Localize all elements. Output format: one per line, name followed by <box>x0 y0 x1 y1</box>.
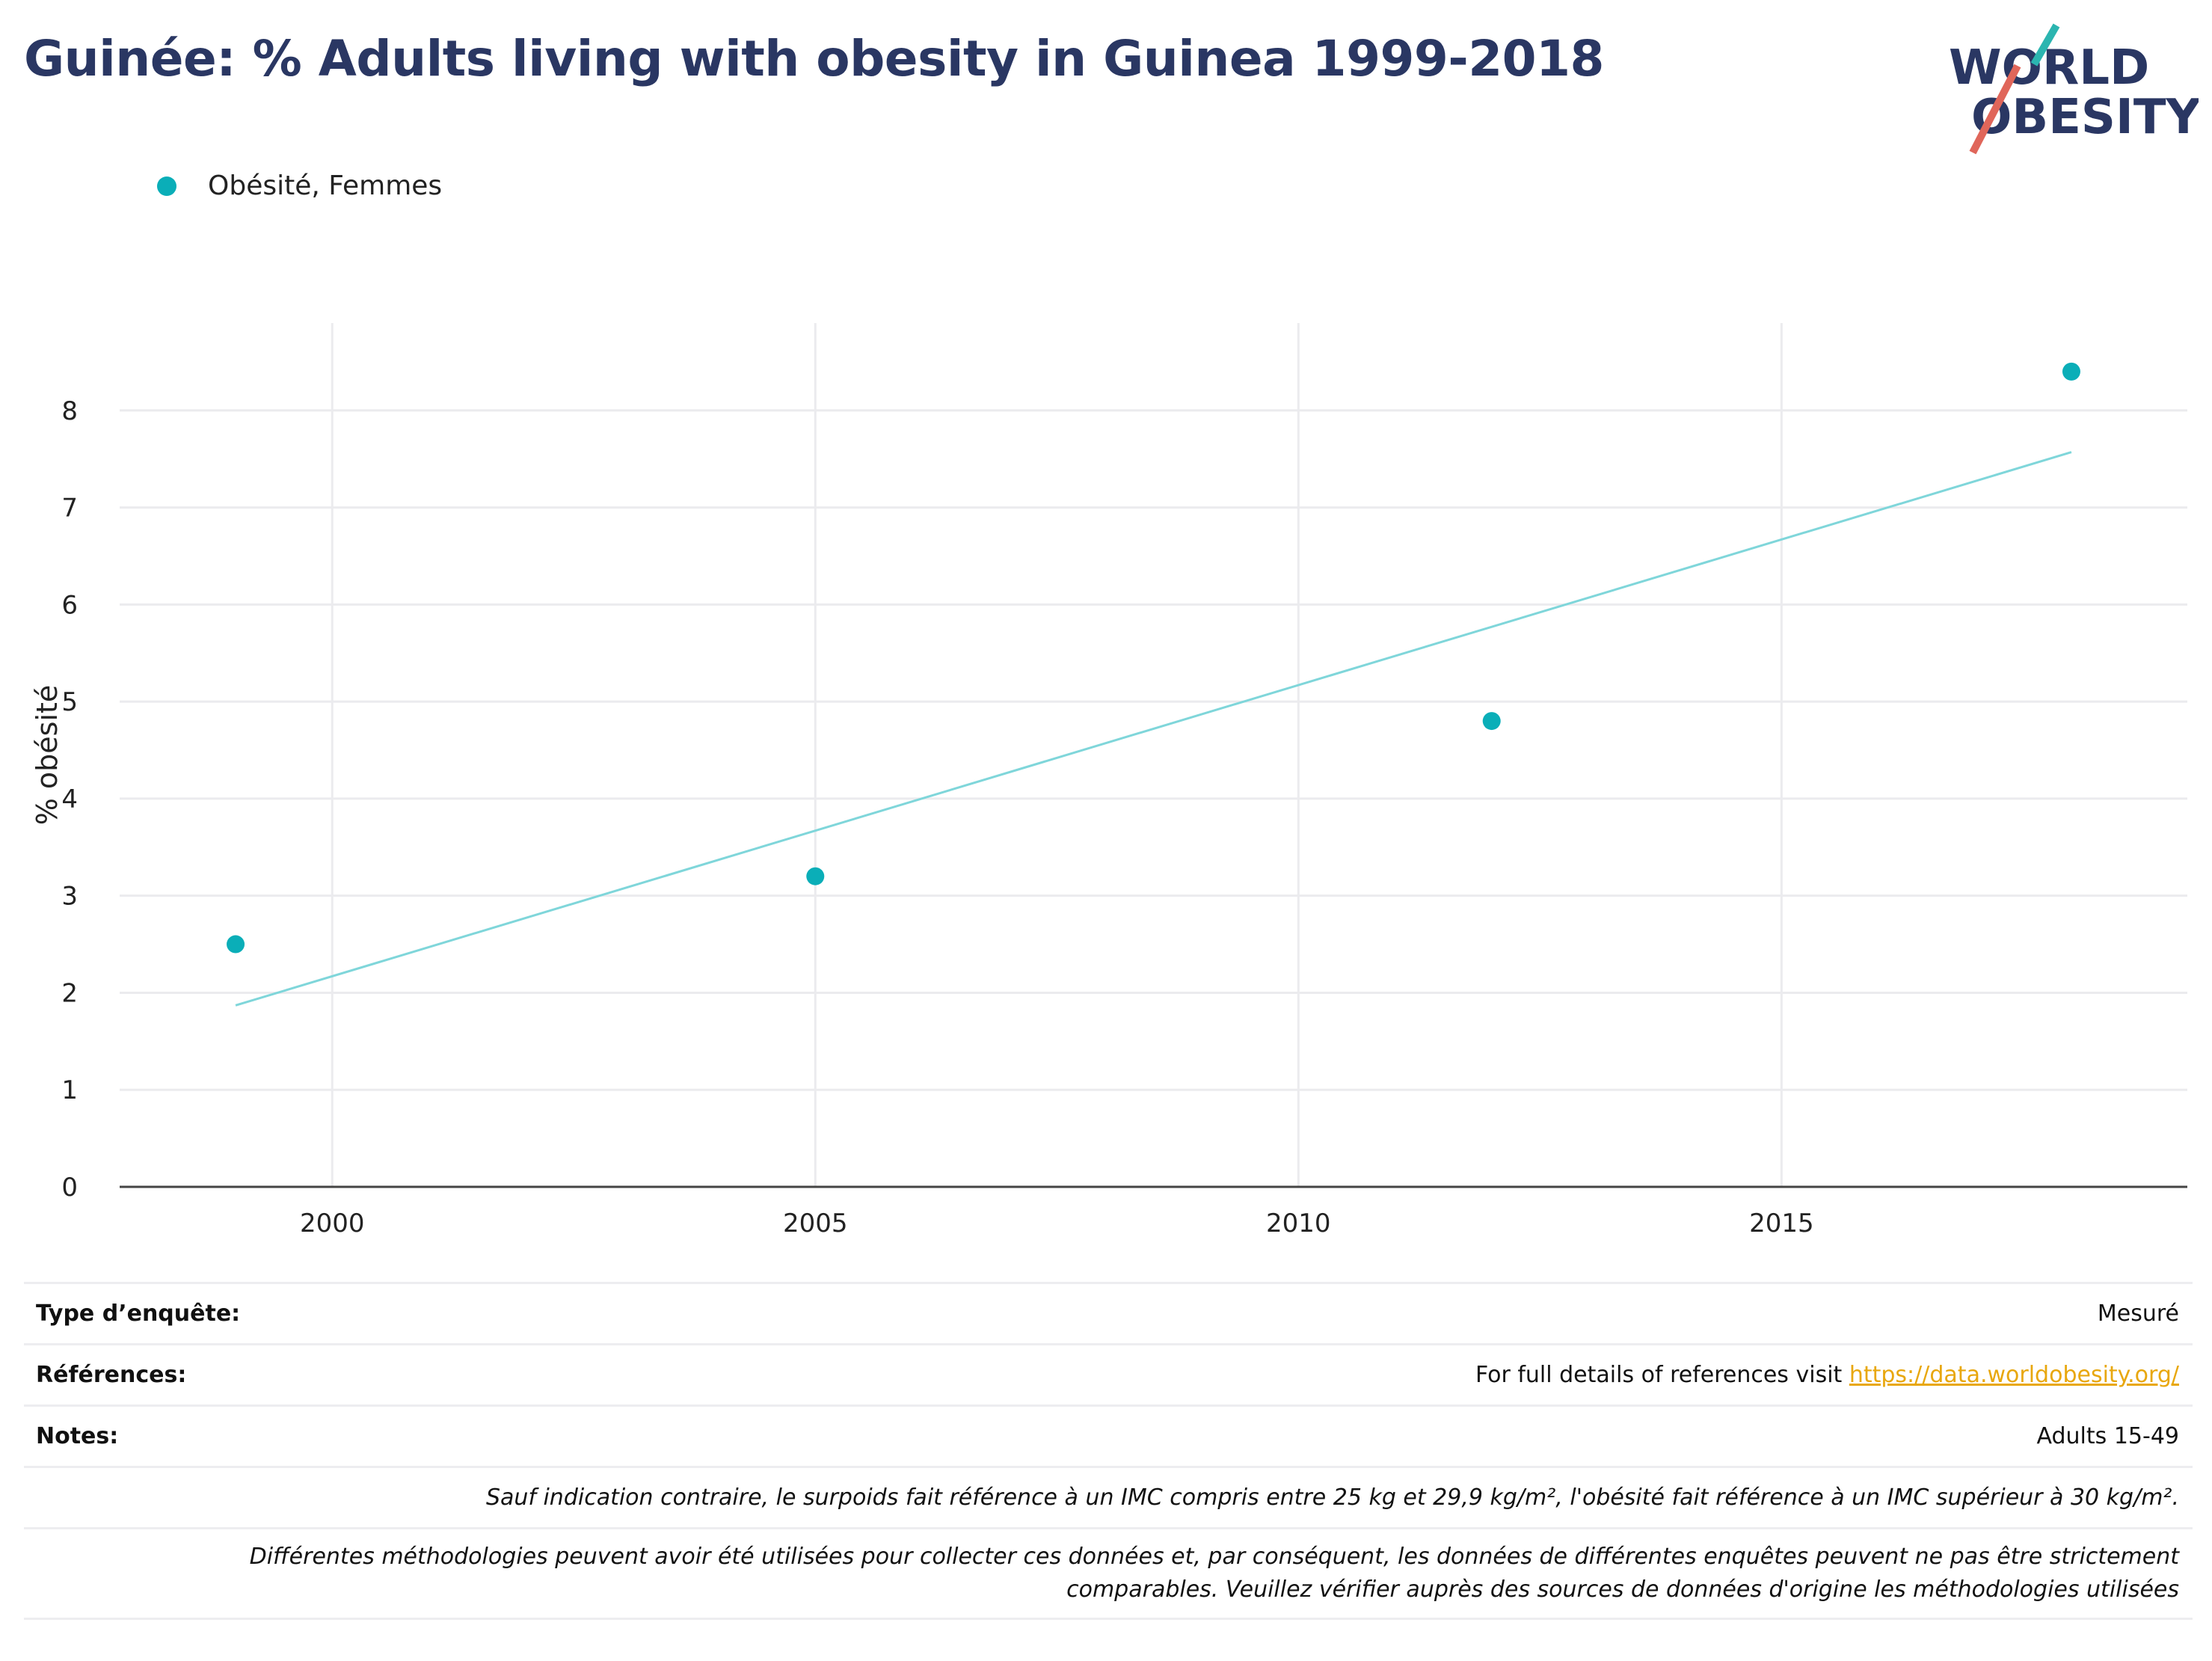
data-point <box>1482 712 1501 731</box>
logo-word-world: WORLD <box>1949 40 2149 96</box>
survey-type-label: Type d’enquête: <box>36 1301 241 1327</box>
y-tick-label: 5 <box>61 687 78 717</box>
logo-teal-slash <box>2030 23 2060 67</box>
logo-red-slash <box>1969 64 2021 155</box>
references-row: Références: For full details of referenc… <box>24 1343 2193 1404</box>
survey-type-value: Mesuré <box>2097 1301 2179 1327</box>
y-tick-label: 1 <box>61 1075 78 1105</box>
references-text: For full details of references visit <box>1475 1362 1849 1388</box>
x-tick-label: 2010 <box>1266 1209 1331 1238</box>
y-tick-label: 0 <box>61 1173 78 1203</box>
notes-row: Notes: Adults 15-49 <box>24 1404 2193 1466</box>
page-title: Guinée: % Adults living with obesity in … <box>24 30 1604 87</box>
note-methods-line2: comparables. Veuillez vérifier auprès de… <box>1066 1576 2179 1603</box>
y-tick-label: 6 <box>61 590 78 620</box>
y-tick-label: 7 <box>61 494 78 524</box>
notes-value: Adults 15-49 <box>2036 1423 2180 1449</box>
y-tick-label: 3 <box>61 882 78 912</box>
x-tick-label: 2000 <box>300 1209 365 1238</box>
chart-footer: Type d’enquête: Mesuré Références: For f… <box>24 1282 2193 1620</box>
note-methods-line1: Différentes méthodologies peuvent avoir … <box>249 1544 2179 1570</box>
y-tick-label: 2 <box>61 978 78 1008</box>
references-link[interactable]: https://data.worldobesity.org/ <box>1849 1362 2179 1388</box>
y-tick-label: 4 <box>61 785 78 814</box>
legend[interactable]: Obésité, Femmes <box>157 171 442 201</box>
note-methods: Différentes méthodologies peuvent avoir … <box>24 1541 2193 1606</box>
survey-type-row: Type d’enquête: Mesuré <box>24 1282 2193 1343</box>
note-bmi: Sauf indication contraire, le surpoids f… <box>485 1484 2179 1511</box>
references-label: Références: <box>36 1362 187 1388</box>
notes-label: Notes: <box>36 1423 119 1449</box>
note-methods-row: Différentes méthodologies peuvent avoir … <box>24 1527 2193 1620</box>
data-point <box>227 935 245 954</box>
logo-word-obesity: OBESITY <box>1971 90 2199 145</box>
data-point <box>806 867 825 885</box>
legend-label: Obésité, Femmes <box>208 171 443 201</box>
data-point <box>2062 362 2080 381</box>
note-bmi-row: Sauf indication contraire, le surpoids f… <box>24 1466 2193 1527</box>
references-value: For full details of references visit htt… <box>1475 1362 2193 1388</box>
y-axis-label: % obésité <box>31 685 64 826</box>
scatter-chart: 0 1 2 3 4 5 6 7 8 2000 2005 2010 2015 % obésité <box>31 323 2187 1238</box>
trendline <box>235 451 2072 1007</box>
x-tick-label: 2005 <box>783 1209 848 1238</box>
y-tick-label: 8 <box>61 396 78 426</box>
x-tick-label: 2015 <box>1749 1209 1814 1238</box>
legend-marker-icon <box>157 176 176 196</box>
world-obesity-logo: WORLD OBESITY <box>1949 23 2199 155</box>
